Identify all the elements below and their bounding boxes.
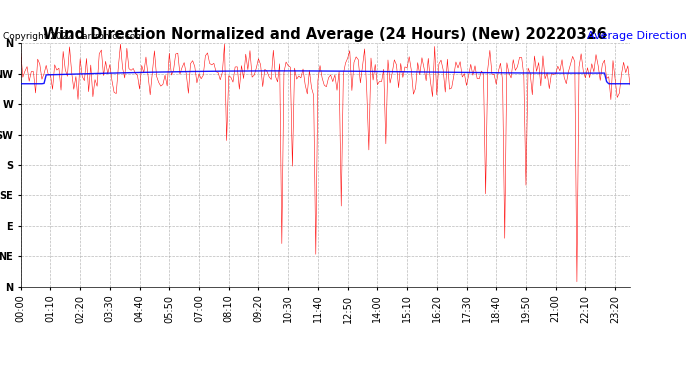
Text: Copyright 2022 Cartronics.com: Copyright 2022 Cartronics.com [3, 32, 144, 41]
Text: Average Direction: Average Direction [586, 32, 687, 41]
Title: Wind Direction Normalized and Average (24 Hours) (New) 20220326: Wind Direction Normalized and Average (2… [43, 27, 607, 42]
